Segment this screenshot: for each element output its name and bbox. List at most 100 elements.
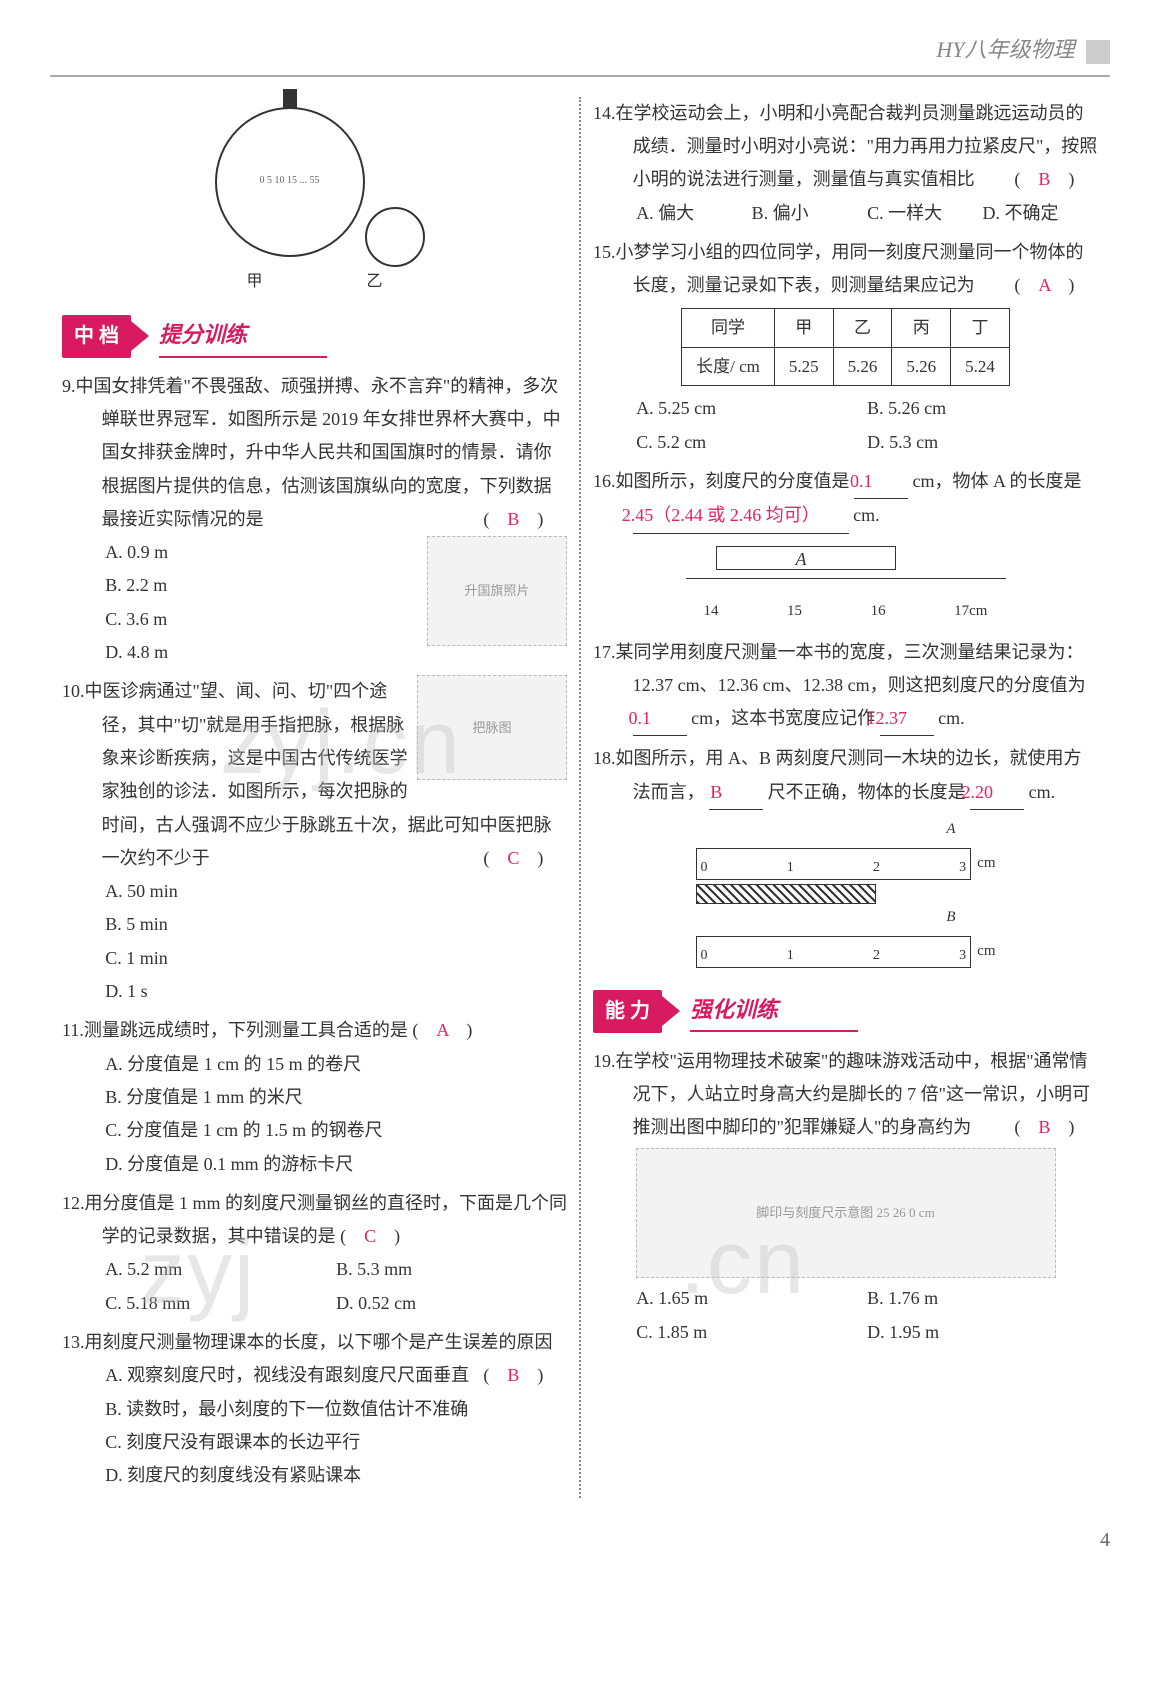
q17-text-b: cm，这本书宽度应记作 [691,708,875,728]
q19-opt-a: A. 1.65 m [636,1282,867,1315]
q11-text: 测量跳远成绩时，下列测量工具合适的是 [84,1020,408,1040]
stopwatch-figure: 0 5 10 15 ... 55 甲 乙 [195,97,435,297]
brand-logo [1086,40,1110,64]
table-cell: 5.26 [833,347,892,385]
left-column: 0 5 10 15 ... 55 甲 乙 中 档 提分训练 9.中国女排凭着"不… [50,97,581,1499]
q18-text-c: cm. [1029,782,1056,802]
figure-label-small: 乙 [366,267,382,297]
unit-label: cm [977,850,995,878]
table-cell: 甲 [774,309,833,347]
banner-title: 强化训练 [690,990,858,1033]
question-12: 12.用分度值是 1 mm 的刻度尺测量钢丝的直径时，下面是几个同学的记录数据，… [62,1187,567,1320]
banner-title: 提分训练 [159,315,327,358]
ruler-a-label: A [946,821,955,837]
q18-text-b: 尺不正确，物体的长度是 [768,782,966,802]
table-cell: 5.26 [892,347,951,385]
tick: 3 [959,855,966,881]
q14-opt-d: D. 不确定 [983,197,1098,230]
chevron-right-icon [662,996,680,1026]
q14-opt-c: C. 一样大 [867,197,982,230]
stopwatch-small-dial-icon [365,207,425,267]
q19-figure: 脚印与刻度尺示意图 25 26 0 cm [636,1148,1056,1278]
q14-opt-b: B. 偏小 [752,197,867,230]
tick: 0 [701,855,708,881]
q15-opt-d: D. 5.3 cm [867,426,1098,459]
table-cell: 丁 [951,309,1010,347]
q18-blank1: B [709,776,763,810]
q13-opt-c: C. 刻度尺没有跟课本的长边平行 [105,1426,567,1459]
q11-opt-d: D. 分度值是 0.1 mm 的游标卡尺 [105,1148,567,1181]
q19-opt-c: C. 1.85 m [636,1316,867,1349]
q16-text-a: 如图所示，刻度尺的分度值是 [616,471,850,491]
q11-opt-a: A. 分度值是 1 cm 的 15 m 的卷尺 [105,1048,567,1081]
q15-opt-a: A. 5.25 cm [636,392,867,425]
q11-num: 11. [62,1020,84,1040]
q10-opt-d: D. 1 s [105,975,567,1008]
question-15: 15.小梦学习小组的四位同学，用同一刻度尺测量同一个物体的长度，测量记录如下表，… [593,236,1098,459]
q16-num: 16. [593,471,616,491]
q12-opt-b: B. 5.3 mm [336,1253,567,1286]
unit-label: cm [977,938,995,966]
q9-answer: B [507,509,519,529]
q12-opt-d: D. 0.52 cm [336,1287,567,1320]
q17-num: 17. [593,642,616,662]
page-header: HY八年级物理 [50,30,1110,77]
stopwatch-crown-icon [283,89,297,109]
table-cell: 丙 [892,309,951,347]
ruler-b-icon: 0 1 2 3 [696,936,972,968]
question-10: 把脉图 10.中医诊病通过"望、闻、问、切"四个途径，其中"切"就是用手指把脉，… [62,675,567,1008]
q15-num: 15. [593,242,616,262]
q15-opt-b: B. 5.26 cm [867,392,1098,425]
q19-answer: B [1038,1117,1050,1137]
q17-text-c: cm. [938,708,965,728]
question-16: 16.如图所示，刻度尺的分度值是 0.1 cm，物体 A 的长度是 2.45（2… [593,465,1098,630]
q10-opt-a: A. 50 min [105,875,567,908]
question-11: 11.测量跳远成绩时，下列测量工具合适的是 ( A ) A. 分度值是 1 cm… [62,1014,567,1180]
section-banner-ability: 能 力 强化训练 [593,990,1098,1033]
q17-blank1: 0.1 [633,702,687,736]
q12-opt-a: A. 5.2 mm [105,1253,336,1286]
q13-num: 13. [62,1332,85,1352]
table-row: 同学 甲 乙 丙 丁 [682,309,1010,347]
q16-text-c: cm. [853,505,880,525]
q18-num: 18. [593,748,616,768]
right-column: 14.在学校运动会上，小明和小亮配合裁判员测量跳远运动员的成绩．测量时小明对小亮… [581,97,1110,1499]
q15-text: 小梦学习小组的四位同学，用同一刻度尺测量同一个物体的长度，测量记录如下表，则测量… [616,242,1084,295]
q10-opt-c: C. 1 min [105,942,567,975]
tick: 14 [704,598,719,626]
q11-opt-c: C. 分度值是 1 cm 的 1.5 m 的钢卷尺 [105,1114,567,1147]
q15-answer: A [1038,275,1050,295]
table-cell: 同学 [682,309,775,347]
q19-opt-b: B. 1.76 m [867,1282,1098,1315]
ruler-b-label: B [946,909,955,925]
header-title: HY八年级物理 [936,37,1074,62]
q12-answer: C [364,1226,376,1246]
table-cell: 长度/ cm [682,347,775,385]
table-row: 长度/ cm 5.25 5.26 5.26 5.24 [682,347,1010,385]
q10-opt-b: B. 5 min [105,908,567,941]
q17-blank2: 12.37 [880,702,934,736]
tick: 1 [787,943,794,969]
q16-text-b: cm，物体 A 的长度是 [913,471,1082,491]
q10-figure: 把脉图 [417,675,567,780]
q11-opt-b: B. 分度值是 1 mm 的米尺 [105,1081,567,1114]
q16-blank2: 2.45（2.44 或 2.46 均可） [633,499,849,533]
table-cell: 5.24 [951,347,1010,385]
q11-answer: A [436,1020,448,1040]
q14-opt-a: A. 偏大 [636,197,751,230]
tick: 0 [701,943,708,969]
q14-num: 14. [593,103,616,123]
q17-text-a: 某同学用刻度尺测量一本书的宽度，三次测量结果记录为：12.37 cm、12.36… [616,642,1086,695]
q15-opt-c: C. 5.2 cm [636,426,867,459]
tick: 2 [873,943,880,969]
q13-text: 用刻度尺测量物理课本的长度，以下哪个是产生误差的原因 [85,1332,553,1352]
q13-answer: B [507,1365,519,1385]
tick: 15 [787,598,802,626]
tick: 16 [871,598,886,626]
question-9: 9.中国女排凭着"不畏强敌、顽强拼搏、永不言弃"的精神，多次蝉联世界冠军．如图所… [62,370,567,670]
q14-answer: B [1038,169,1050,189]
q12-text: 用分度值是 1 mm 的刻度尺测量钢丝的直径时，下面是几个同学的记录数据，其中错… [85,1193,568,1246]
tick: 1 [787,855,794,881]
section-banner-mid: 中 档 提分训练 [62,315,567,358]
question-13: 13.用刻度尺测量物理课本的长度，以下哪个是产生误差的原因 ( B ) A. 观… [62,1326,567,1492]
